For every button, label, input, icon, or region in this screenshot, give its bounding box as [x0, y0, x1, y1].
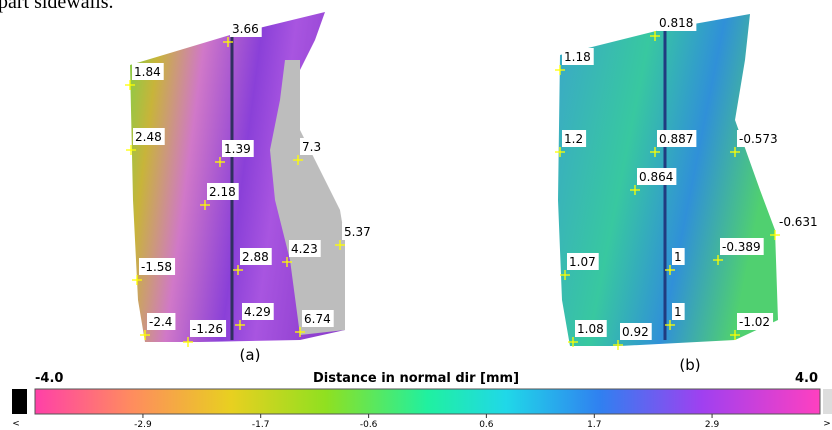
label-box [777, 213, 821, 230]
point-label: 1.84 [134, 65, 161, 79]
point-label: -0.573 [739, 132, 778, 146]
point-label: -1.02 [739, 315, 770, 329]
label-box [672, 303, 685, 320]
point-label: 1 [674, 250, 682, 264]
label-box [147, 313, 176, 330]
point-label: 3.66 [232, 22, 259, 36]
point-label: 1.39 [224, 142, 251, 156]
label-box [562, 48, 594, 65]
point-label: 6.74 [304, 312, 331, 326]
point-label: 1.08 [577, 322, 604, 336]
point-label: 4.23 [291, 242, 318, 256]
point-label: -0.631 [779, 215, 818, 229]
colorbar-min: -4.0 [35, 371, 63, 386]
label-box [230, 20, 262, 37]
point-label: 0.864 [639, 170, 673, 184]
under-marker: < [12, 419, 20, 429]
label-box [562, 130, 587, 147]
colorbar-max: 4.0 [795, 371, 818, 386]
point-label: -2.4 [149, 315, 172, 329]
label-box [657, 14, 697, 31]
over-marker: > [823, 419, 831, 429]
point-label: 2.88 [242, 250, 269, 264]
label-box [342, 223, 374, 240]
label-box [575, 320, 607, 337]
under-swatch [12, 389, 27, 414]
label-box [300, 138, 325, 155]
point-label: 1 [674, 305, 682, 319]
tick-label: 1.7 [587, 420, 601, 430]
label-box [222, 140, 254, 157]
point-label: 1.07 [569, 255, 596, 269]
label-box [302, 310, 334, 327]
label-box [240, 248, 272, 265]
panel-label: (a) [240, 346, 261, 364]
point-label: -0.389 [722, 240, 761, 254]
tick-label: -1.7 [252, 420, 270, 430]
point-label: 1.18 [564, 50, 591, 64]
missing-region [270, 60, 345, 335]
label-box [190, 320, 227, 337]
point-label: 0.818 [659, 16, 693, 30]
label-box [737, 313, 774, 330]
point-label: 1.2 [564, 132, 583, 146]
label-box [672, 248, 685, 265]
point-label: 2.18 [209, 185, 236, 199]
label-box [207, 183, 239, 200]
label-box [620, 323, 652, 340]
label-box [737, 130, 781, 147]
point-label: 7.3 [302, 140, 321, 154]
label-box [132, 63, 164, 80]
label-box [133, 128, 165, 145]
point-label: -1.58 [141, 260, 172, 274]
tick-label: -2.9 [134, 420, 152, 430]
tick-label: -0.6 [360, 420, 378, 430]
point-label: 0.887 [659, 132, 693, 146]
tick-label: 2.9 [705, 420, 720, 430]
label-box [567, 253, 599, 270]
point-label: 4.29 [244, 305, 271, 319]
panel-label: (b) [679, 356, 700, 374]
point-label: 2.48 [135, 130, 162, 144]
point-label: 5.37 [344, 225, 371, 239]
point-label: -1.26 [192, 322, 223, 336]
label-box [637, 168, 677, 185]
label-box [720, 238, 764, 255]
over-swatch [823, 389, 832, 414]
label-box [242, 303, 274, 320]
label-box [139, 258, 176, 275]
tick-label: 0.6 [479, 420, 494, 430]
label-box [289, 240, 321, 257]
point-label: 0.92 [622, 325, 649, 339]
colorbar [34, 388, 821, 415]
label-box [657, 130, 697, 147]
colorbar-title: Distance in normal dir [mm] [313, 371, 519, 386]
caption-fragment: part sidewalls. [0, 0, 114, 13]
